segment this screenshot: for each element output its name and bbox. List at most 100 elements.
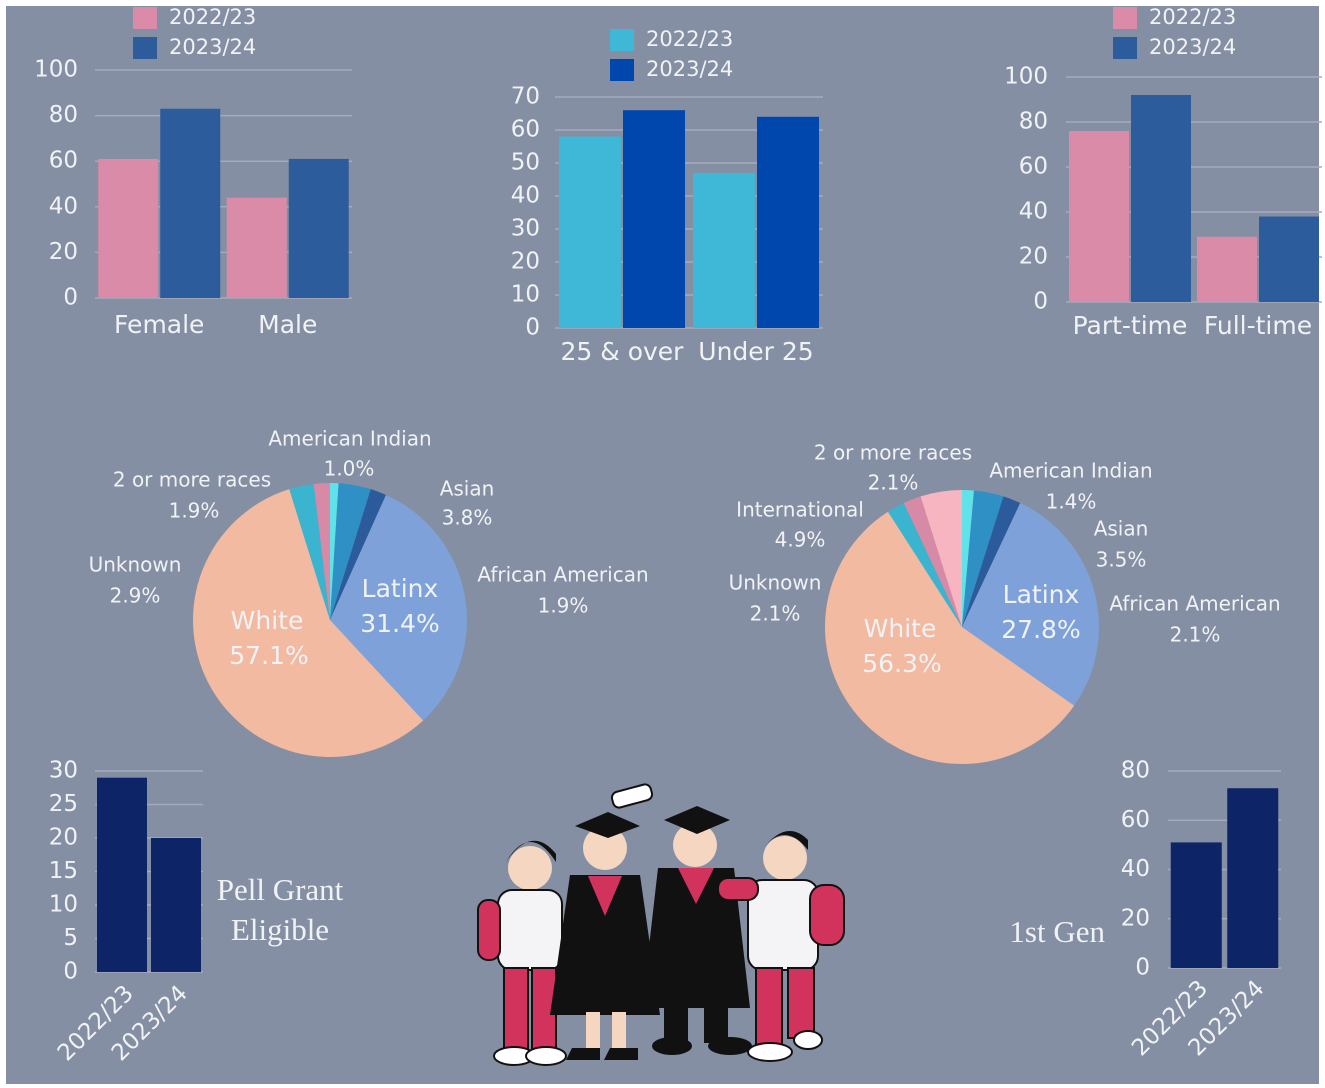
slice-label: Unknown xyxy=(89,553,182,577)
slice-value: 2.9% xyxy=(110,584,161,608)
y-tick-label: 80 xyxy=(1121,758,1150,784)
slice-value: 2.1% xyxy=(868,471,919,495)
y-tick-label: 20 xyxy=(49,239,78,265)
bar xyxy=(1131,95,1191,302)
slice-value: 1.4% xyxy=(1046,490,1097,514)
y-tick-label: 40 xyxy=(511,183,540,209)
bar xyxy=(757,116,819,328)
bar xyxy=(559,136,621,328)
y-tick-label: 10 xyxy=(511,282,540,308)
slice-label: African American xyxy=(477,563,648,587)
pie-slice xyxy=(330,483,371,620)
x-tick-label: Part-time xyxy=(1073,311,1188,340)
pie-slice xyxy=(903,496,962,627)
slice-label: American Indian xyxy=(989,459,1152,483)
y-tick-label: 30 xyxy=(49,758,78,784)
y-tick-label: 25 xyxy=(49,791,78,817)
y-tick-label: 15 xyxy=(49,858,78,884)
y-tick-label: 60 xyxy=(511,117,540,143)
y-tick-label: 0 xyxy=(525,315,540,341)
pie-slice xyxy=(330,494,467,721)
slice-label: Asian xyxy=(440,477,495,501)
x-tick-label: Full-time xyxy=(1204,311,1312,340)
chart-label: 1st Gen xyxy=(1009,914,1105,949)
slice-value: 2.1% xyxy=(750,602,801,626)
y-tick-label: 0 xyxy=(1135,955,1150,981)
bar xyxy=(1170,842,1222,968)
legend-swatch xyxy=(610,29,634,51)
slice-value: 56.3% xyxy=(862,649,941,678)
bar xyxy=(623,110,685,328)
students-illustration xyxy=(477,783,845,1066)
legend-label: 2022/23 xyxy=(169,5,256,29)
y-tick-label: 40 xyxy=(49,193,78,219)
y-tick-label: 40 xyxy=(1019,199,1048,225)
y-tick-label: 0 xyxy=(63,959,78,985)
slice-label: White xyxy=(231,606,304,635)
slice-value: 1.9% xyxy=(538,594,589,618)
bar xyxy=(226,197,287,298)
legend-label: 2022/23 xyxy=(1149,5,1236,29)
x-tick-label: 25 & over xyxy=(561,337,685,366)
x-tick-label: Male xyxy=(258,310,317,339)
bar xyxy=(151,838,201,972)
slice-label: Asian xyxy=(1094,517,1149,541)
bar xyxy=(97,777,147,972)
pie-slice xyxy=(313,483,330,620)
slice-label: Latinx xyxy=(362,574,439,603)
y-tick-label: 70 xyxy=(511,84,540,110)
bar xyxy=(1069,131,1129,302)
y-tick-label: 50 xyxy=(511,150,540,176)
x-tick-label: Female xyxy=(114,310,204,339)
y-tick-label: 0 xyxy=(63,285,78,311)
bar xyxy=(160,108,221,298)
legend-label: 2023/24 xyxy=(1149,35,1236,59)
legend-label: 2023/24 xyxy=(646,57,733,81)
pie-slice xyxy=(193,489,424,757)
legend-label: 2022/23 xyxy=(646,27,733,51)
pie-slice xyxy=(920,490,962,627)
y-tick-label: 40 xyxy=(1121,856,1150,882)
y-tick-label: 100 xyxy=(34,57,78,83)
slice-label: African American xyxy=(1109,592,1280,616)
y-tick-label: 20 xyxy=(49,825,78,851)
legend-swatch xyxy=(133,7,157,29)
slice-label: Latinx xyxy=(1003,580,1080,609)
bar xyxy=(1227,788,1279,968)
y-tick-label: 100 xyxy=(1004,64,1048,90)
pie-slice xyxy=(330,483,339,620)
legend-swatch xyxy=(133,37,157,59)
slice-label: International xyxy=(736,498,864,522)
pie-slice xyxy=(962,490,975,627)
y-tick-label: 60 xyxy=(1121,807,1150,833)
slice-label: American Indian xyxy=(268,427,431,451)
y-tick-label: 20 xyxy=(511,249,540,275)
bar xyxy=(288,158,349,298)
pie-slice xyxy=(887,502,962,627)
legend-label: 2023/24 xyxy=(169,35,256,59)
slice-label: 2 or more races xyxy=(814,441,972,465)
slice-value: 57.1% xyxy=(229,641,308,670)
slice-value: 1.0% xyxy=(324,457,375,481)
y-tick-label: 80 xyxy=(49,102,78,128)
bar xyxy=(693,172,755,328)
y-tick-label: 0 xyxy=(1033,289,1048,315)
slice-value: 4.9% xyxy=(775,528,826,552)
slice-value: 3.5% xyxy=(1096,548,1147,572)
y-tick-label: 20 xyxy=(1019,244,1048,270)
y-tick-label: 60 xyxy=(49,148,78,174)
chart-label: Pell Grant Eligible xyxy=(216,872,344,947)
pie-slice xyxy=(962,502,1099,706)
y-tick-label: 10 xyxy=(49,892,78,918)
bar xyxy=(98,158,159,298)
pie-slice xyxy=(962,490,1004,627)
bar xyxy=(1197,236,1257,302)
legend-swatch xyxy=(1113,37,1137,59)
slice-label: 2 or more races xyxy=(113,468,271,492)
pie-slice xyxy=(330,489,386,620)
pie-slice xyxy=(289,483,330,620)
pie-slice xyxy=(825,511,1075,764)
slice-value: 2.1% xyxy=(1170,623,1221,647)
legend-swatch xyxy=(610,59,634,81)
